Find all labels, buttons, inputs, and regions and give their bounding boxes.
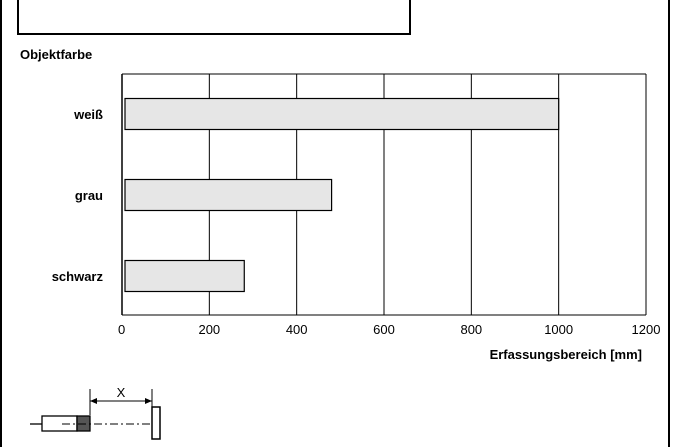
target-object [151, 406, 161, 440]
bar [124, 178, 333, 212]
sensor-body [41, 415, 78, 432]
y-axis-title: Objektfarbe [20, 47, 92, 62]
category-label: schwarz [52, 269, 104, 284]
x-tick-label: 1000 [544, 322, 573, 337]
category-label: weiß [73, 107, 103, 122]
x-axis-title: Erfassungsbereich [mm] [490, 347, 642, 362]
x-tick-label: 800 [460, 322, 482, 337]
top-frame-box [17, 0, 411, 35]
x-tick-label: 400 [286, 322, 308, 337]
category-label: grau [75, 188, 103, 203]
bar [124, 97, 560, 131]
bar [124, 259, 245, 293]
sensor-diagram: X [30, 385, 161, 440]
plot-area: 0 200 400 600 800 1000 1200 weiß grau schwarz [52, 73, 661, 337]
frame-left-border [0, 0, 2, 447]
x-tick-label: 200 [198, 322, 220, 337]
x-tick-label: 600 [373, 322, 395, 337]
distance-label: X [117, 385, 126, 400]
x-tick-label: 1200 [632, 322, 661, 337]
x-tick-label: 0 [118, 322, 125, 337]
arrow-right-icon [145, 398, 152, 404]
frame-right-border [668, 0, 670, 447]
arrow-left-icon [90, 398, 97, 404]
